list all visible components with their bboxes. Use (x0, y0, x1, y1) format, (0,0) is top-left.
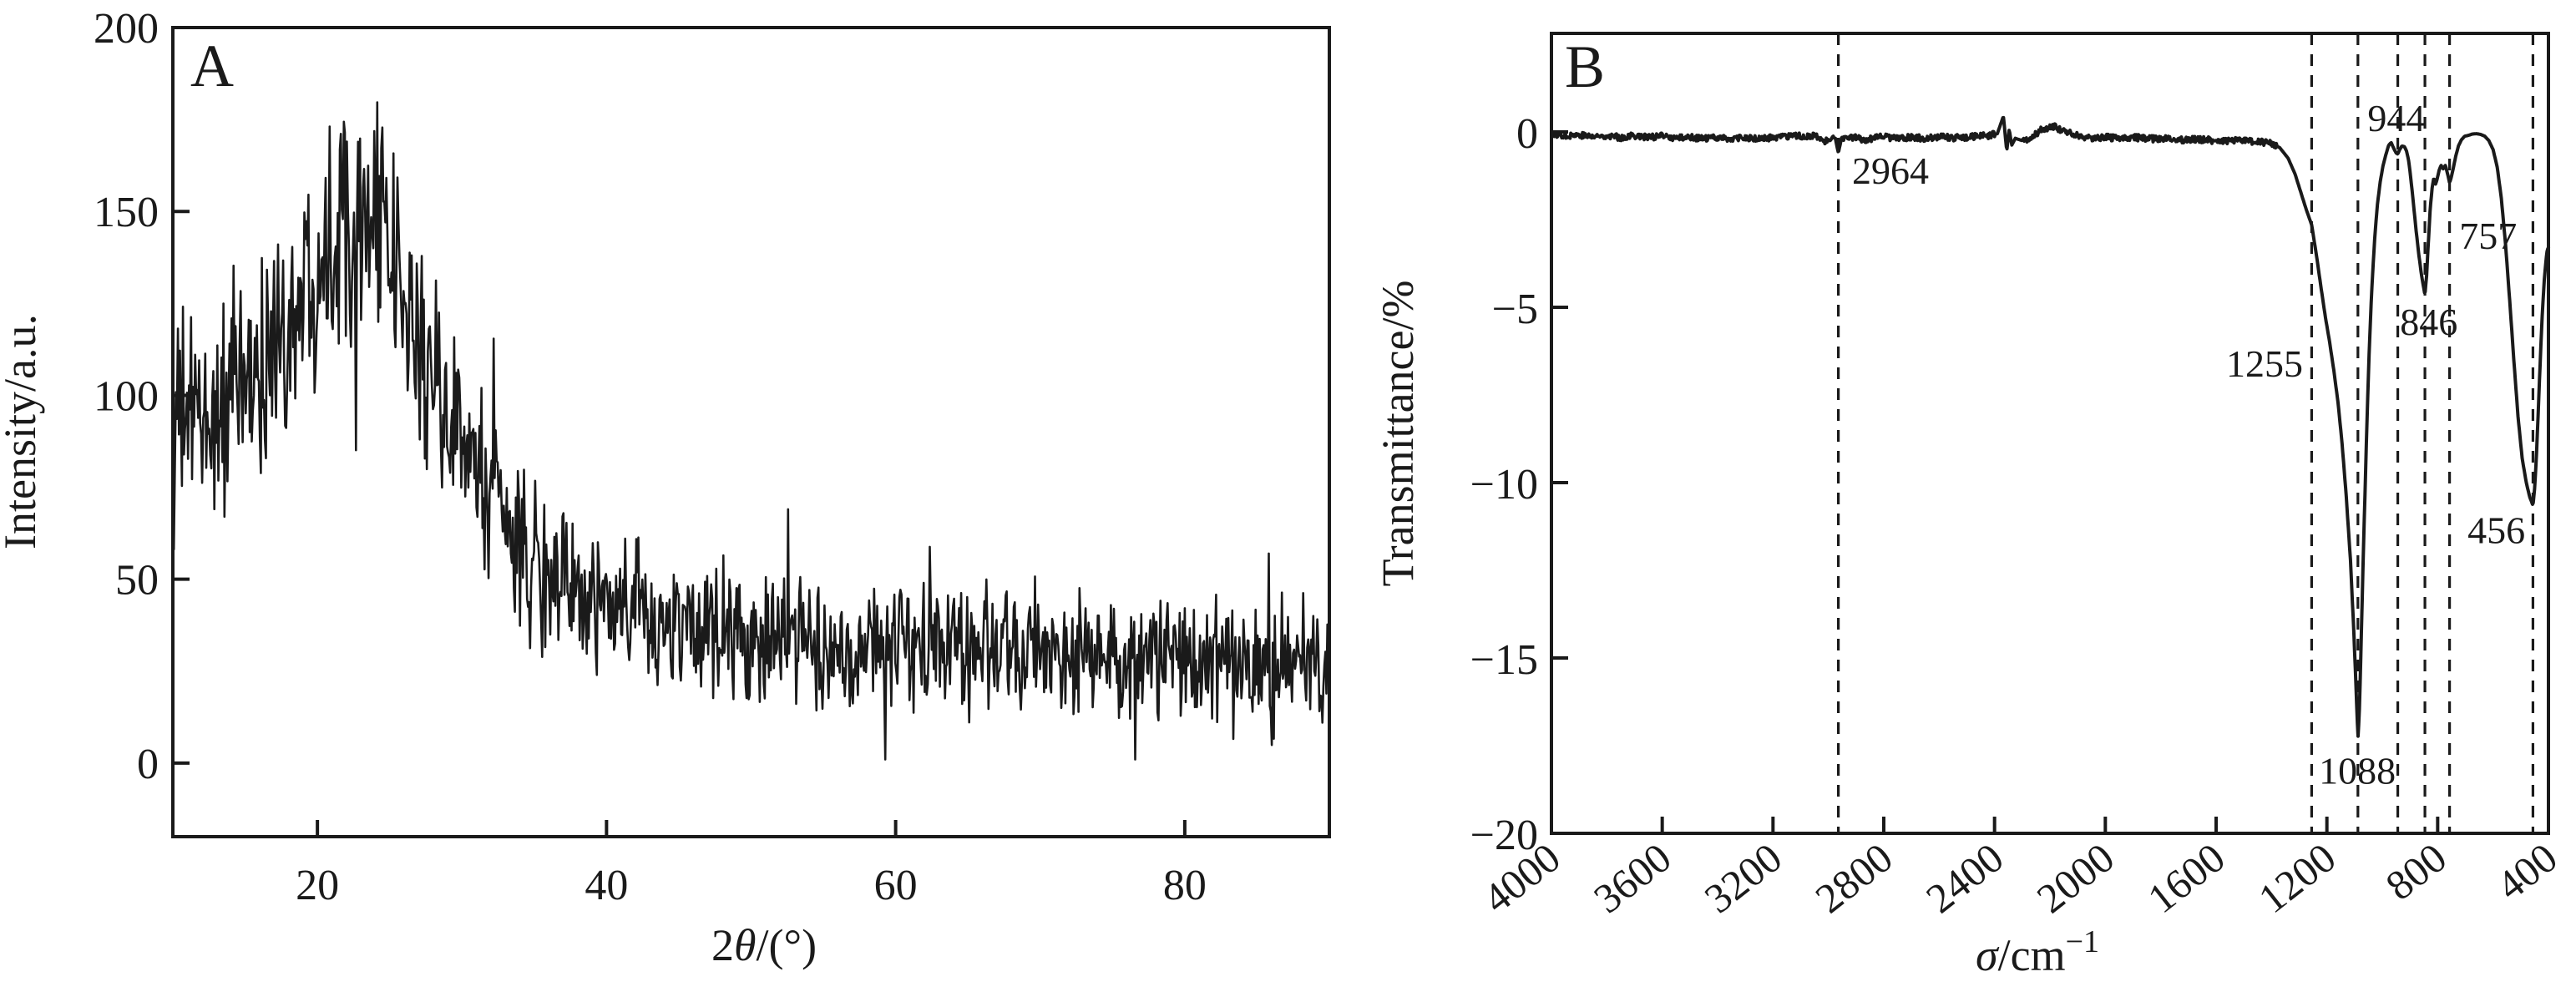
peak-label: 1255 (2226, 342, 2303, 385)
panel-b-x-tick-label: 2400 (1917, 834, 2012, 923)
panel-a-dynamic: 20 40 60 80 0 50 100 150 200 (94, 5, 1330, 909)
panel-b-y-tick-label: −5 (1492, 286, 1538, 333)
panel-a: 20 40 60 80 0 50 100 150 200 A Intensity/a.u. 2θ… (0, 5, 1331, 970)
panel-a-y-axis-title: Intensity/a.u. (0, 314, 45, 549)
xrd-curve (171, 101, 1330, 761)
panel-b: 4000 3600 3200 2800 2400 2000 1600 1200 800 4000−… (1373, 32, 2566, 980)
panel-a-y-tick-label: 0 (137, 741, 159, 788)
panel-b-x-tick-label: 2800 (1806, 834, 1900, 923)
peak-label: 757 (2459, 215, 2517, 257)
panel-b-y-tick-label: 0 (1516, 110, 1538, 158)
panel-b-y-axis-title: Transmittance/% (1373, 281, 1423, 587)
panel-b-x-tick-label: 400 (2487, 834, 2566, 909)
panel-a-y-tick-label: 200 (94, 5, 159, 53)
panel-a-y-tick-label: 50 (115, 557, 159, 605)
panel-a-letter: A (190, 33, 234, 99)
panel-a-y-tick-label: 150 (94, 189, 159, 236)
panel-b-y-tick-label: −20 (1470, 812, 1538, 859)
panel-b-x-axis-title: σ/cm−1 (1976, 924, 2099, 980)
panel-b-x-tick-label: 800 (2377, 834, 2456, 909)
panel-b-dynamic: 4000 3600 3200 2800 2400 2000 1600 1200 800 4000−… (1470, 33, 2566, 922)
panel-a-x-tick-label: 80 (1163, 862, 1207, 909)
peak-label: 846 (2400, 301, 2457, 343)
panel-a-x-axis-title: 2θ/(°) (711, 920, 817, 970)
panel-b-x-tick-label: 1200 (2250, 834, 2344, 923)
peak-label: 2964 (1852, 149, 1929, 192)
panel-a-plot-border (171, 26, 1331, 838)
panel-b-plot-border (1550, 32, 2550, 835)
panel-a-x-tick-label: 40 (585, 862, 628, 909)
panel-a-x-tick-label: 60 (874, 862, 918, 909)
panel-b-x-tick-label: 3600 (1585, 834, 1679, 923)
panel-b-x-tick-label: 2000 (2028, 834, 2123, 923)
peak-label: 944 (2367, 97, 2425, 139)
panel-b-letter: B (1565, 33, 1605, 100)
panel-b-y-tick-label: −15 (1470, 636, 1538, 684)
panel-b-x-tick-label: 1600 (2138, 834, 2233, 923)
peak-label: 1088 (2319, 749, 2396, 792)
ftir-curve (1550, 115, 2550, 738)
panel-b-y-tick-label: −10 (1470, 461, 1538, 509)
panel-a-y-tick-label: 100 (94, 372, 159, 420)
peak-label: 456 (2467, 509, 2525, 552)
panel-b-x-tick-label: 3200 (1696, 834, 1790, 923)
panel-a-x-tick-label: 20 (296, 862, 339, 909)
